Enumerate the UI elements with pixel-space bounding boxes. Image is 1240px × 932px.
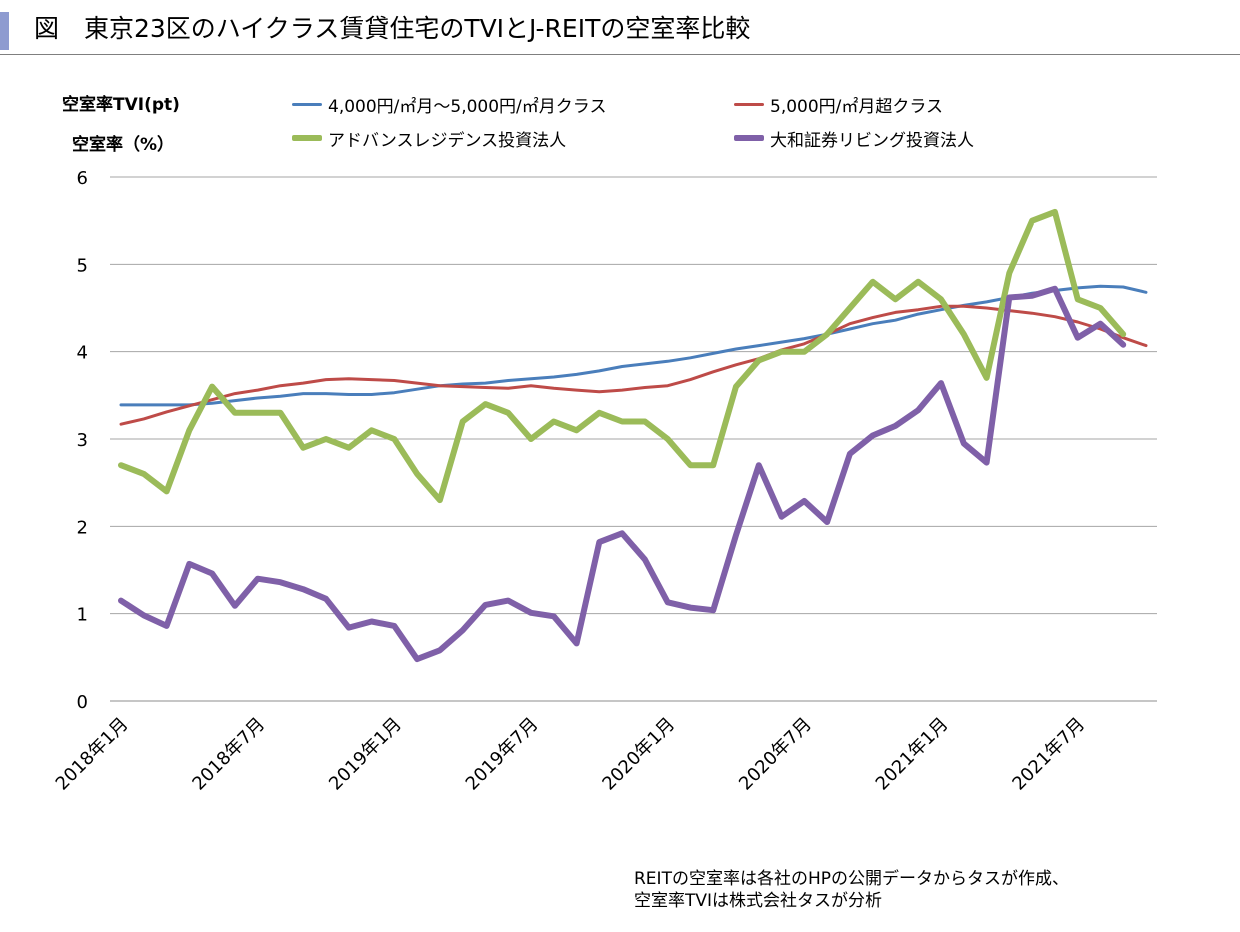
x-tick-label: 2020年1月 <box>598 714 679 795</box>
series-line-1 <box>119 304 1148 426</box>
x-tick-label: 2021年1月 <box>872 714 953 795</box>
y-axis-label-rate: 空室率（%） <box>72 135 175 155</box>
title-accent-bar <box>0 12 9 50</box>
title-bar: 図 東京23区のハイクラス賃貸住宅のTVIとJ-REITの空室率比較 <box>0 8 1240 55</box>
y-tick-labels: 0 1 2 3 4 5 6 <box>77 168 88 713</box>
page-title: 図 東京23区のハイクラス賃貸住宅のTVIとJ-REITの空室率比較 <box>34 14 751 43</box>
legend-swatch <box>292 102 322 106</box>
y-tick-label: 3 <box>77 430 88 451</box>
legend-item-tvi-5000-plus: 5,000円/㎡月超クラス <box>734 93 944 117</box>
y-tick-label: 0 <box>77 692 88 713</box>
series-line-3 <box>118 285 1127 663</box>
legend-item-advance-residence: アドバンスレジデンス投資法人 <box>292 127 567 151</box>
legend-item-tvi-4000-5000: 4,000円/㎡月～5,000円/㎡月クラス <box>292 93 607 117</box>
legend-label: アドバンスレジデンス投資法人 <box>328 130 567 151</box>
legend-label: 大和証券リビング投資法人 <box>770 130 974 151</box>
y-tick-label: 5 <box>77 255 88 276</box>
x-tick-labels: 2018年1月 2018年7月 2019年1月 2019年7月 2020年1月 2020年… <box>52 714 1089 795</box>
y-tick-label: 2 <box>77 517 88 538</box>
source-note-line-2: 空室率TVIは株式会社タスが分析 <box>634 891 883 911</box>
x-tick-label: 2018年7月 <box>188 714 269 795</box>
series-line-0 <box>119 284 1148 407</box>
source-note-line-1: REITの空室率は各社のHPの公開データからタスが作成、 <box>634 869 1069 889</box>
chart-series <box>118 208 1148 663</box>
legend-item-daiwa-living: 大和証券リビング投資法人 <box>734 127 974 151</box>
legend-swatch <box>734 135 764 141</box>
legend-label: 5,000円/㎡月超クラス <box>770 96 944 117</box>
y-axis-label-tvi: 空室率TVI(pt) <box>62 95 180 115</box>
x-tick-label: 2018年1月 <box>52 714 133 795</box>
x-tick-label: 2020年7月 <box>735 714 816 795</box>
source-note: REITの空室率は各社のHPの公開データからタスが作成、 空室率TVIは株式会社… <box>634 868 1069 912</box>
legend-label: 4,000円/㎡月～5,000円/㎡月クラス <box>328 96 607 117</box>
y-tick-label: 6 <box>77 168 88 189</box>
chart-gridlines <box>110 176 1157 702</box>
y-tick-label: 1 <box>77 605 88 626</box>
y-tick-label: 4 <box>77 343 88 364</box>
series-line-2 <box>118 208 1127 504</box>
legend-swatch <box>292 135 322 141</box>
x-tick-label: 2019年7月 <box>462 714 543 795</box>
legend-swatch <box>734 102 764 106</box>
x-tick-label: 2021年7月 <box>1008 714 1089 795</box>
x-tick-label: 2019年1月 <box>325 714 406 795</box>
